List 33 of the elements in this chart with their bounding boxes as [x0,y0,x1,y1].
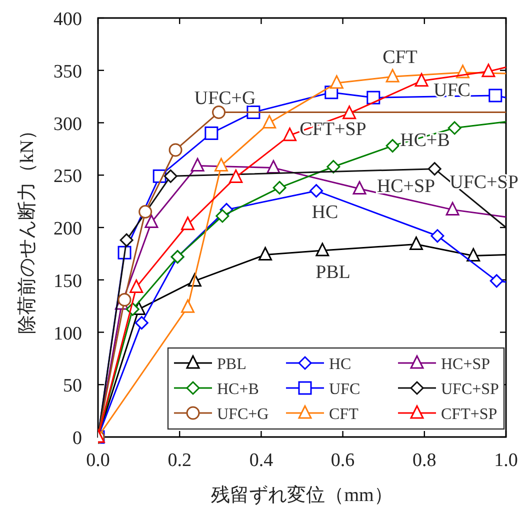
y-tick-label: 400 [54,9,82,30]
y-tick-label: 0 [72,428,82,449]
x-tick-label: 0.0 [86,450,110,471]
annotation: HC [312,202,338,223]
y-tick-label: 100 [54,323,82,344]
legend-label: HC+SP [441,356,490,373]
legend-label: CFT+SP [441,406,498,423]
x-tick-label: 0.2 [168,450,192,471]
legend-label: UFC+G [217,406,270,423]
y-axis-title: 除荷前のせん断力（kN） [17,120,38,334]
annotation: PBL [316,262,350,283]
legend-label: UFC+SP [441,381,500,398]
legend-label: UFC [329,381,360,398]
x-tick-label: 0.4 [249,450,274,471]
y-tick-label: 150 [54,270,82,292]
annotation: CFT+SP [300,119,366,140]
y-tick-label: 250 [54,166,82,188]
annotation: HC+B [400,130,450,151]
x-tick-label: 0.6 [330,450,355,471]
annotation: HC+SP [376,176,436,197]
y-tick-label: 50 [63,376,82,397]
y-tick-label: 200 [54,218,82,240]
legend-label: CFT [329,406,359,423]
legend-label: HC+B [217,381,259,398]
annotation: UFC+G [194,88,256,109]
annotation: CFT [382,47,418,68]
x-axis-title: 残留ずれ変位（mm） [211,484,393,506]
legend-label: PBL [217,356,246,373]
y-tick-label: 300 [54,114,82,135]
x-tick-label: 1.0 [494,450,518,471]
legend-label: HC [329,356,352,373]
x-tick-label: 0.8 [412,450,436,471]
y-tick-label: 350 [54,61,82,82]
